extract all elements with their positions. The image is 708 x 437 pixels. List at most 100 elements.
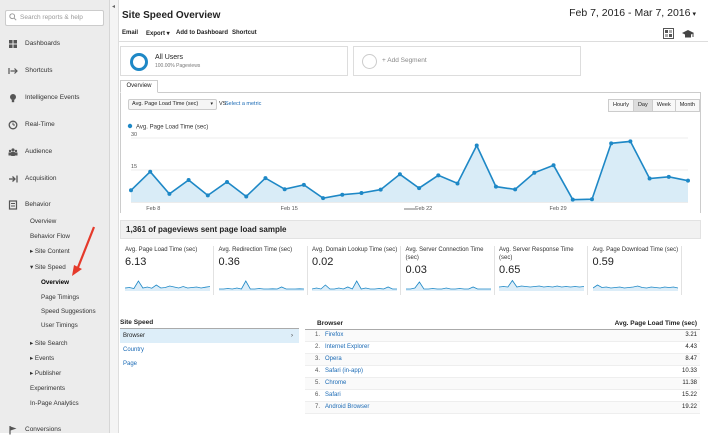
row-number: 5. [305, 377, 325, 390]
site-search-link[interactable]: ▸ Site Search [30, 340, 68, 347]
browser-link[interactable]: Android Browser [325, 401, 454, 414]
metric-card[interactable]: Avg. Server Connection Time (sec) 0.03 [405, 246, 495, 295]
data-point [205, 193, 210, 198]
data-point [493, 184, 498, 189]
nav-label: Conversions [25, 426, 62, 433]
chart-resize-handle [404, 208, 418, 210]
granularity-buttons: Hourly Day Week Month [608, 99, 700, 112]
site-speed-dimension-table: Site Speed Browser › Country Page [120, 319, 299, 371]
events-link[interactable]: ▸ Events [30, 355, 55, 362]
page-title: Site Speed Overview [122, 10, 221, 21]
month-button[interactable]: Month [674, 99, 700, 112]
metric-value: 0.65 [499, 264, 521, 276]
email-button[interactable]: Email [122, 30, 139, 36]
legend-marker [127, 123, 133, 129]
nav-real-time[interactable]: Real-Time [0, 118, 110, 132]
week-button[interactable]: Week [651, 99, 676, 112]
segment-subtext: 100.00% Pageviews [155, 63, 201, 69]
metric-selector-label: Avg. Page Load Time (sec) [132, 101, 199, 107]
table-row: 5. Chrome 11.38 [305, 377, 700, 390]
graduation-cap-icon[interactable] [682, 29, 694, 39]
data-point [129, 188, 133, 193]
y-tick-label: 15 [131, 164, 137, 170]
hourly-button[interactable]: Hourly [608, 99, 634, 112]
user-timings-link[interactable]: User Timings [41, 322, 78, 329]
sparkline-line [125, 280, 210, 289]
sparkline-line [592, 284, 678, 289]
data-point [244, 194, 249, 199]
nav-conversions[interactable]: Conversions [0, 423, 110, 437]
sparkline-area [218, 281, 304, 291]
metric-card[interactable]: Avg. Server Response Time (sec) 0.65 [499, 246, 588, 295]
segment-all-users[interactable]: All Users 100.00% Pageviews [120, 46, 348, 76]
browser-link[interactable]: Firefox [325, 329, 454, 342]
publisher-link[interactable]: ▸ Publisher [30, 370, 62, 377]
data-point [340, 192, 345, 197]
metric-card[interactable]: Avg. Page Download Time (sec) 0.59 [592, 246, 682, 295]
nav-shortcuts[interactable]: Shortcuts [0, 64, 110, 78]
summary-title: 1,361 of pageviews sent page load sample [120, 220, 701, 239]
table-row: 6. Safari 15.22 [305, 389, 700, 402]
row-number: 6. [305, 389, 325, 402]
nav-label: Shortcuts [25, 67, 53, 74]
add-to-dashboard-button[interactable]: Add to Dashboard [176, 30, 228, 36]
behavior-overview-link[interactable]: Overview [30, 218, 57, 225]
shortcut-button[interactable]: Shortcut [232, 30, 257, 36]
nav-acquisition[interactable]: Acquisition [0, 172, 110, 186]
in-page-analytics-link[interactable]: In-Page Analytics [30, 400, 79, 407]
browser-link[interactable]: Internet Explorer [325, 341, 454, 354]
x-tick-label: Feb 29 [550, 206, 567, 212]
sparkline-area [592, 285, 678, 291]
realtime-clock-icon [8, 120, 18, 130]
customize-grid-icon[interactable] [663, 28, 675, 40]
browser-link[interactable]: Safari (in-app) [325, 365, 454, 378]
load-time-value: 11.38 [453, 377, 700, 390]
sidebar-collapse-handle[interactable]: ◂ [110, 0, 119, 433]
add-segment-button[interactable]: + Add Segment [353, 46, 581, 76]
metric-card[interactable]: Avg. Page Load Time (sec) 6.13 [125, 246, 214, 295]
select-metric-link[interactable]: Select a metric [225, 101, 262, 107]
metric-selector[interactable]: Avg. Page Load Time (sec) ▾ [128, 99, 217, 110]
nav-behavior[interactable]: Behavior [0, 198, 110, 212]
export-button[interactable]: Export ▾ [146, 31, 170, 37]
date-range-picker[interactable]: Feb 7, 2016 - Mar 7, 2016 ▾ [569, 7, 696, 19]
dimension-page[interactable]: Page [123, 361, 138, 367]
metric-card[interactable]: Avg. Redirection Time (sec) 0.36 [218, 246, 308, 295]
site-content-link[interactable]: ▸ Site Content [30, 248, 70, 255]
data-point [628, 139, 633, 144]
conversions-flag-icon [9, 426, 17, 435]
data-point [378, 187, 383, 192]
browser-link[interactable]: Opera [325, 353, 454, 366]
sparkline-area [312, 281, 397, 291]
x-tick-label: Feb 15 [281, 206, 298, 212]
segment-name: All Users [155, 54, 184, 61]
data-point [301, 182, 306, 187]
page-timings-link[interactable]: Page Timings [41, 294, 80, 301]
nav-dashboards[interactable]: Dashboards [0, 37, 110, 51]
data-point [570, 197, 575, 202]
metric-value: 0.03 [405, 264, 427, 276]
nav-audience[interactable]: Audience [0, 145, 110, 159]
site-speed-link[interactable]: ▾ Site Speed [30, 264, 66, 271]
nav-intelligence-events[interactable]: Intelligence Events [0, 91, 110, 105]
row-number: 2. [305, 341, 325, 354]
search-input[interactable]: Search reports & help [5, 10, 104, 26]
dimension-country[interactable]: Country [123, 347, 145, 353]
data-point [513, 187, 518, 192]
behavior-flow-link[interactable]: Behavior Flow [30, 233, 70, 240]
site-speed-overview-link[interactable]: Overview [41, 279, 70, 286]
segment-ring-icon [130, 53, 148, 71]
experiments-link[interactable]: Experiments [30, 385, 65, 392]
browser-link[interactable]: Chrome [325, 377, 454, 390]
data-point [551, 163, 556, 168]
collapse-arrow-icon: ◂ [112, 4, 116, 10]
browser-link[interactable]: Safari [325, 389, 454, 402]
tab-overview[interactable]: Overview [120, 80, 158, 93]
metric-card[interactable]: Avg. Domain Lookup Time (sec) 0.02 [312, 246, 401, 295]
metric-label: Avg. Server Response Time (sec) [499, 247, 574, 261]
dimension-browser[interactable]: Browser › [120, 329, 299, 343]
metric-label: Avg. Domain Lookup Time (sec) [312, 247, 398, 253]
speed-suggestions-link[interactable]: Speed Suggestions [41, 308, 96, 315]
browser-column-header: Browser [305, 319, 454, 330]
day-button[interactable]: Day [632, 99, 653, 112]
